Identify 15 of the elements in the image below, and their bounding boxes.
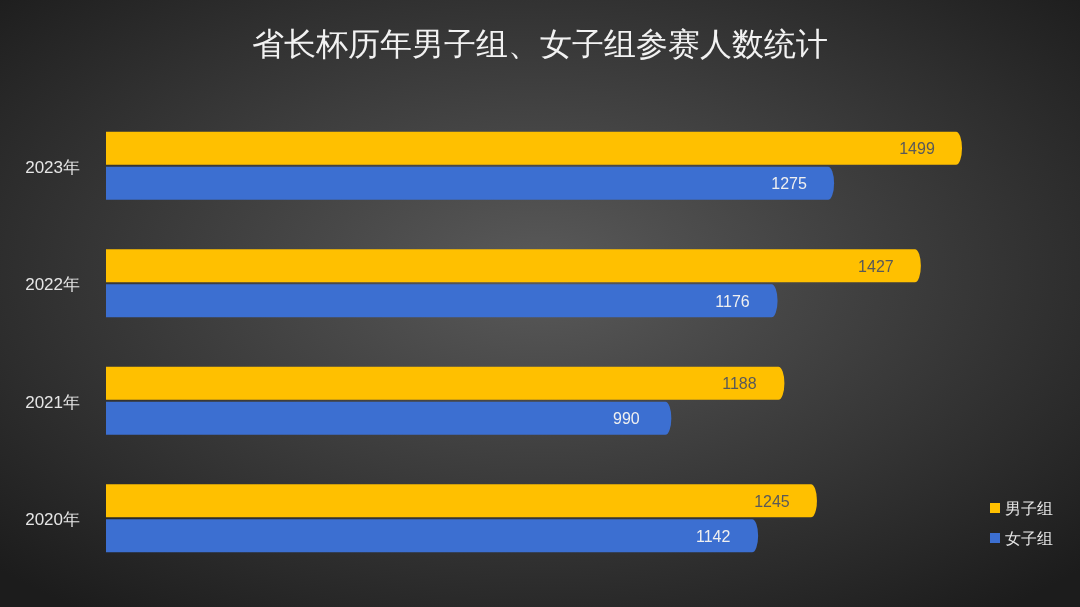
data-label: 1188 bbox=[722, 375, 757, 393]
data-label: 1499 bbox=[899, 140, 935, 158]
legend-label: 女子组 bbox=[1005, 530, 1053, 547]
y-tick-label: 2020年 bbox=[25, 510, 80, 530]
data-label: 1176 bbox=[715, 292, 750, 310]
data-label: 1427 bbox=[858, 257, 894, 275]
chart-title: 省长杯历年男子组、女子组参赛人数统计 bbox=[252, 26, 828, 62]
data-label: 990 bbox=[612, 410, 640, 428]
y-tick-label: 2023年 bbox=[25, 157, 80, 177]
y-tick-label: 2022年 bbox=[25, 275, 80, 295]
legend-label: 男子组 bbox=[1005, 500, 1053, 517]
data-label: 1245 bbox=[754, 492, 790, 510]
data-label: 1142 bbox=[695, 527, 731, 545]
y-tick-label: 2021年 bbox=[25, 392, 80, 412]
data-label: 1275 bbox=[771, 175, 807, 193]
